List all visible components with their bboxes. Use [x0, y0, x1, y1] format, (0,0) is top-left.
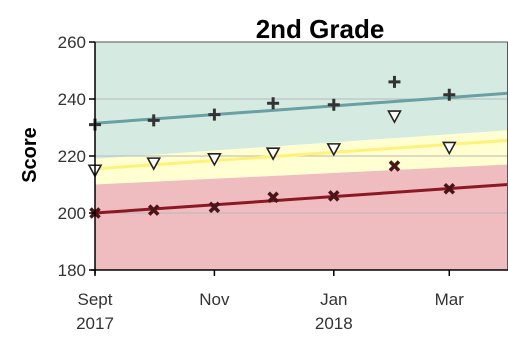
- triangle-marker: [207, 153, 222, 167]
- triangle-marker: [265, 147, 281, 161]
- x-tick-label-year: 2018: [315, 314, 353, 333]
- trend-line-1: [94, 138, 508, 171]
- x-marker: [443, 183, 456, 195]
- x-tick-label: Nov: [199, 290, 230, 309]
- x-marker: [328, 190, 340, 202]
- triangle-marker: [387, 110, 402, 124]
- plus-marker: [443, 88, 456, 101]
- plus-marker: [327, 98, 340, 111]
- plus-marker: [208, 108, 221, 121]
- data-point: [267, 97, 280, 110]
- x-marker: [147, 204, 160, 216]
- data-point: [207, 153, 222, 167]
- x-tick-label: Sept: [78, 290, 113, 309]
- y-axis-label: Score: [19, 127, 41, 183]
- data-point: [443, 88, 456, 101]
- data-point: [327, 98, 340, 111]
- data-point: [387, 110, 402, 124]
- data-point: [388, 160, 401, 172]
- x-marker: [208, 201, 221, 214]
- y-tick-label: 180: [58, 261, 86, 280]
- data-point: [146, 157, 162, 171]
- data-point: [441, 141, 457, 156]
- data-point: [388, 75, 401, 88]
- y-tick-label: 220: [58, 147, 86, 166]
- trend-line-0: [94, 91, 508, 125]
- chart-title: 2nd Grade: [256, 14, 385, 44]
- x-marker: [388, 160, 401, 172]
- plus-marker: [147, 114, 160, 127]
- performance-band-0: [95, 42, 508, 159]
- y-tick-label: 260: [58, 33, 86, 52]
- data-point: [208, 201, 221, 214]
- data-point: [147, 204, 160, 216]
- data-point: [328, 190, 340, 202]
- y-tick-label: 240: [58, 90, 86, 109]
- data-point: [326, 143, 342, 157]
- data-point: [267, 191, 279, 204]
- performance-band-1: [95, 130, 508, 185]
- x-tick-label: Mar: [435, 290, 465, 309]
- x-tick-label-year: 2017: [76, 314, 114, 333]
- data-point: [443, 183, 456, 195]
- triangle-marker: [326, 143, 342, 157]
- y-tick-label: 200: [58, 204, 86, 223]
- data-point: [265, 147, 281, 161]
- x-tick-label: Jan: [320, 290, 347, 309]
- plus-marker: [388, 75, 401, 88]
- data-point: [208, 108, 221, 121]
- plot-area: 180 200 220 240 260 Sept 2017 Nov Jan 2018 Mar: [58, 33, 508, 333]
- x-marker: [267, 191, 279, 204]
- triangle-marker: [146, 157, 162, 171]
- trend-line-2: [94, 183, 508, 215]
- triangle-marker: [441, 141, 457, 156]
- plus-marker: [267, 97, 280, 110]
- data-point: [147, 114, 160, 127]
